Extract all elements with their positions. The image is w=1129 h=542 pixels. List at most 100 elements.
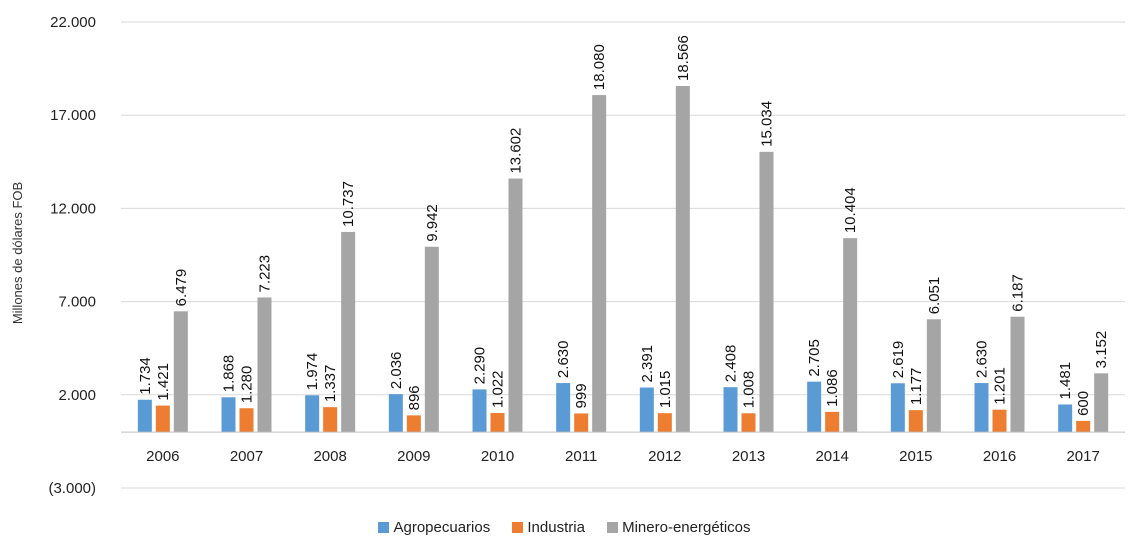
data-label-agropecuarios-2008: 1.974: [304, 353, 321, 391]
bar-agropecuarios-2007: [221, 397, 236, 433]
y-axis-label: Millones de dólares FOB: [10, 182, 25, 324]
bar-minero-energ-ticos-2012: [675, 86, 690, 433]
bar-agropecuarios-2017: [1058, 404, 1073, 433]
bar-minero-energ-ticos-2010: [508, 178, 523, 433]
y-tick-label-5: 22.000: [50, 14, 96, 31]
legend: Agropecuarios Industria Minero-energétic…: [0, 519, 1129, 536]
legend-item-minero-energeticos: Minero-energéticos: [607, 519, 751, 536]
legend-swatch-minero-energeticos: [607, 522, 619, 533]
bar-minero-energ-ticos-2009: [424, 246, 439, 433]
bar-minero-energ-ticos-2006: [173, 311, 188, 433]
data-label-industria-2010: 1.022: [490, 370, 507, 408]
bar-minero-energ-ticos-2014: [843, 238, 858, 433]
data-label-agropecuarios-2013: 2.408: [723, 345, 740, 383]
legend-label-industria: Industria: [527, 519, 585, 536]
data-label-agropecuarios-2017: 1.481: [1057, 362, 1074, 400]
bar-agropecuarios-2010: [472, 389, 487, 433]
bar-agropecuarios-2006: [137, 399, 152, 433]
bar-agropecuarios-2015: [890, 383, 905, 433]
bar-industria-2011: [574, 413, 589, 433]
x-tick-label-2006: 2006: [146, 448, 179, 465]
data-label-minero-energ-ticos-2009: 9.942: [424, 204, 441, 242]
bar-minero-energ-ticos-2011: [592, 95, 607, 433]
bar-industria-2008: [323, 407, 338, 433]
data-label-agropecuarios-2016: 2.630: [974, 341, 991, 379]
data-label-minero-energ-ticos-2013: 15.034: [759, 101, 776, 147]
x-tick-label-2010: 2010: [481, 448, 514, 465]
data-label-industria-2011: 999: [573, 383, 590, 408]
data-label-industria-2015: 1.177: [908, 368, 925, 406]
data-label-industria-2009: 896: [406, 385, 423, 410]
x-tick-label-2014: 2014: [815, 448, 848, 465]
bars: [137, 86, 1109, 433]
legend-swatch-industria: [512, 522, 524, 533]
data-label-minero-energ-ticos-2006: 6.479: [173, 269, 190, 307]
bar-agropecuarios-2011: [556, 383, 571, 433]
data-label-agropecuarios-2009: 2.036: [388, 352, 405, 390]
data-label-minero-energ-ticos-2014: 10.404: [842, 187, 859, 233]
bar-minero-energ-ticos-2016: [1010, 316, 1025, 433]
x-tick-label-2015: 2015: [899, 448, 932, 465]
data-label-minero-energ-ticos-2016: 6.187: [1010, 274, 1027, 312]
axes: (3.000) 2.000 7.000 12.000 17.000 22.000 2006 2…: [48, 14, 1125, 497]
y-tick-label-0: (3.000): [48, 480, 96, 497]
data-label-industria-2006: 1.421: [155, 363, 172, 401]
bar-industria-2010: [490, 413, 505, 433]
y-tick-label-2: 7.000: [58, 294, 96, 311]
bar-agropecuarios-2013: [723, 387, 738, 433]
data-label-agropecuarios-2015: 2.619: [890, 341, 907, 379]
bar-agropecuarios-2009: [388, 394, 403, 433]
legend-label-minero-energeticos: Minero-energéticos: [622, 519, 751, 536]
bar-industria-2013: [741, 413, 756, 433]
y-tick-label-1: 2.000: [58, 387, 96, 404]
x-tick-label-2013: 2013: [732, 448, 765, 465]
x-tick-label-2017: 2017: [1066, 448, 1099, 465]
data-label-industria-2013: 1.008: [741, 371, 758, 409]
legend-swatch-agropecuarios: [378, 522, 390, 533]
bar-industria-2009: [406, 415, 421, 433]
legend-item-agropecuarios: Agropecuarios: [378, 519, 490, 536]
x-tick-label-2011: 2011: [565, 448, 597, 465]
data-label-minero-energ-ticos-2008: 10.737: [340, 181, 357, 227]
legend-item-industria: Industria: [512, 519, 585, 536]
data-label-minero-energ-ticos-2017: 3.152: [1093, 331, 1110, 369]
data-labels: 1.734 1.421 6.479 1.868 1.280 7.223 1.974 1.337…: [137, 35, 1110, 416]
bar-agropecuarios-2012: [639, 387, 654, 433]
data-label-industria-2016: 1.201: [992, 367, 1009, 405]
bar-industria-2014: [825, 411, 840, 433]
bar-minero-energ-ticos-2013: [759, 151, 774, 433]
x-tick-label-2009: 2009: [397, 448, 430, 465]
x-tick-label-2016: 2016: [983, 448, 1016, 465]
data-label-agropecuarios-2011: 2.630: [555, 341, 572, 379]
data-label-industria-2017: 600: [1075, 391, 1092, 416]
data-label-minero-energ-ticos-2012: 18.566: [675, 35, 692, 81]
bar-agropecuarios-2016: [974, 383, 989, 433]
data-label-agropecuarios-2010: 2.290: [472, 347, 489, 385]
legend-label-agropecuarios: Agropecuarios: [393, 519, 491, 536]
bar-industria-2017: [1076, 420, 1091, 433]
data-label-industria-2008: 1.337: [322, 365, 339, 403]
y-tick-label-4: 17.000: [50, 107, 96, 124]
x-tick-label-2012: 2012: [648, 448, 681, 465]
bar-minero-energ-ticos-2007: [257, 297, 272, 433]
data-label-industria-2012: 1.015: [657, 371, 674, 409]
x-tick-label-2008: 2008: [313, 448, 346, 465]
bar-industria-2016: [992, 409, 1007, 433]
data-label-agropecuarios-2007: 1.868: [221, 355, 238, 393]
data-label-minero-energ-ticos-2010: 13.602: [508, 128, 525, 174]
data-label-minero-energ-ticos-2011: 18.080: [591, 44, 608, 90]
data-label-industria-2014: 1.086: [824, 369, 841, 407]
data-label-minero-energ-ticos-2015: 6.051: [926, 277, 943, 315]
bar-minero-energ-ticos-2008: [341, 231, 356, 433]
bar-minero-energ-ticos-2017: [1094, 373, 1109, 433]
bar-agropecuarios-2014: [807, 381, 822, 433]
bar-industria-2007: [239, 408, 254, 433]
data-label-industria-2007: 1.280: [239, 366, 256, 404]
bar-industria-2015: [908, 410, 923, 433]
data-label-minero-energ-ticos-2007: 7.223: [257, 255, 274, 293]
y-tick-label-3: 12.000: [50, 200, 96, 217]
data-label-agropecuarios-2006: 1.734: [137, 357, 154, 395]
gridlines: [121, 21, 1125, 489]
bar-industria-2006: [155, 405, 170, 433]
